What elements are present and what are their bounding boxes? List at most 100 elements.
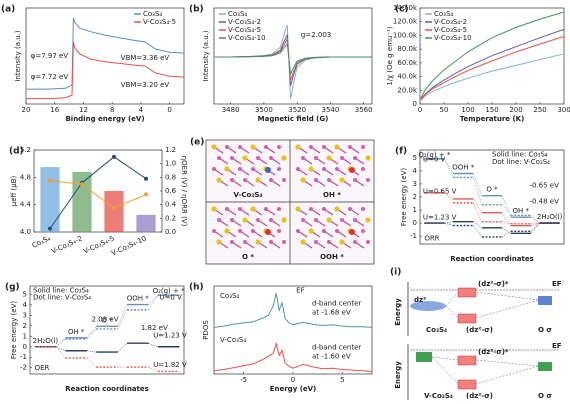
annotation: Solid line: Co₃S₄ xyxy=(492,151,548,159)
connector xyxy=(473,225,483,238)
y-tick-label: 2 xyxy=(23,322,27,330)
y-tick-label: 0 xyxy=(23,343,27,351)
series-line xyxy=(214,33,372,87)
legend-label: Co₃S₄ xyxy=(143,10,162,18)
legend-label: V-Co₃S₄-10 xyxy=(434,34,472,42)
atom xyxy=(224,166,230,172)
atom xyxy=(314,218,318,222)
y-tick-label: -1 xyxy=(410,232,417,240)
atom xyxy=(212,167,216,171)
correlation xyxy=(431,356,459,361)
y-tick-label: 0.4 xyxy=(165,201,177,209)
atom xyxy=(216,177,222,183)
atom xyxy=(238,145,242,149)
series-line xyxy=(213,341,373,372)
atom xyxy=(277,145,281,149)
annotation: EF xyxy=(296,286,304,294)
annotation: OER xyxy=(35,364,50,372)
atom xyxy=(339,177,345,183)
series-line xyxy=(420,35,565,101)
atom xyxy=(216,239,222,245)
atom xyxy=(250,144,256,150)
atom xyxy=(211,206,217,212)
diagram-label: dz² xyxy=(414,296,426,304)
atom xyxy=(277,167,281,171)
diagram-label: V-Co₃S₄ xyxy=(424,392,453,400)
y-tick-label: 5.2 xyxy=(20,146,31,154)
atom xyxy=(361,167,365,171)
atom xyxy=(230,178,234,182)
correlation xyxy=(431,356,459,385)
legend-label: V-Co₃S₄-10 xyxy=(228,34,266,42)
connector xyxy=(530,215,540,224)
x-tick-label: V-Co₃S₄-10 xyxy=(110,234,147,257)
y-tick-label: 0 xyxy=(413,100,417,108)
y-tick-label: 4.8 xyxy=(20,173,31,181)
atom xyxy=(282,240,286,244)
plot-frame xyxy=(29,285,185,375)
step-label: O₂(g) + * xyxy=(153,287,186,295)
atom xyxy=(340,218,344,222)
orbital xyxy=(538,296,552,305)
connector xyxy=(473,173,483,196)
x-tick-label: 4 xyxy=(139,106,144,114)
atom xyxy=(353,178,357,182)
atom xyxy=(269,156,273,160)
correlation xyxy=(475,359,539,367)
annotation: 1.82 eV xyxy=(141,324,168,332)
y-tick-label: 3 xyxy=(23,311,27,319)
atom xyxy=(348,207,352,211)
atom xyxy=(301,156,305,160)
annotation: U=1.23 V xyxy=(153,331,187,339)
panel-label: (g) xyxy=(5,283,20,293)
atom xyxy=(255,177,261,183)
y-tick-label: -2 xyxy=(20,364,27,372)
step-label: 2H₂O(l) xyxy=(33,337,59,345)
connector xyxy=(148,295,159,311)
atom xyxy=(308,166,314,172)
x-tick-label: 100 xyxy=(461,106,474,114)
panel-label: (b) xyxy=(189,5,204,15)
x-tick-label: 200 xyxy=(509,106,522,114)
x-tick-label: V-Co₃S₄-2 xyxy=(50,234,83,255)
atom xyxy=(238,207,242,211)
atom xyxy=(314,240,318,244)
atom xyxy=(309,145,313,149)
structure-label: V-Co₃S₄ xyxy=(234,191,263,199)
connector xyxy=(501,204,511,216)
legend-label: V-Co₃S₄-2 xyxy=(228,18,261,26)
step-label: O * xyxy=(101,316,113,324)
annotation: U=0 V xyxy=(423,155,446,163)
x-tick-label: 5 xyxy=(340,376,344,384)
atom xyxy=(250,206,256,212)
point xyxy=(48,178,52,183)
diagram-label: Energy xyxy=(394,361,402,389)
panel-label: (d) xyxy=(9,147,24,157)
step-label: O * xyxy=(486,186,498,194)
step-label: O₂(g) + * xyxy=(418,151,451,159)
annotation: U=1.82 V xyxy=(153,361,187,369)
atom xyxy=(366,178,370,182)
point xyxy=(48,226,52,231)
legend-label: V-Co₃S₄-5 xyxy=(143,18,176,26)
connector xyxy=(473,198,483,213)
atom xyxy=(296,229,300,233)
x-tick-label: 0 xyxy=(418,106,422,114)
orbital xyxy=(416,352,432,362)
connector xyxy=(502,221,511,225)
connector xyxy=(86,350,97,353)
atom xyxy=(322,207,326,211)
legend-label: Co₃S₄ xyxy=(434,10,453,18)
diagram-label: (dz²-σ) xyxy=(466,326,493,334)
atom xyxy=(255,239,261,245)
x-tick-label: 3540 xyxy=(322,106,340,114)
annotation: φ=7.97 eV xyxy=(31,52,69,60)
x-tick-label: 3500 xyxy=(255,106,273,114)
connector xyxy=(55,346,66,359)
panel-label: (f) xyxy=(395,147,407,157)
atom xyxy=(212,229,216,233)
connector xyxy=(501,212,511,226)
structure-label: OH * xyxy=(323,191,341,199)
connector xyxy=(56,337,66,347)
correlation xyxy=(475,291,539,301)
